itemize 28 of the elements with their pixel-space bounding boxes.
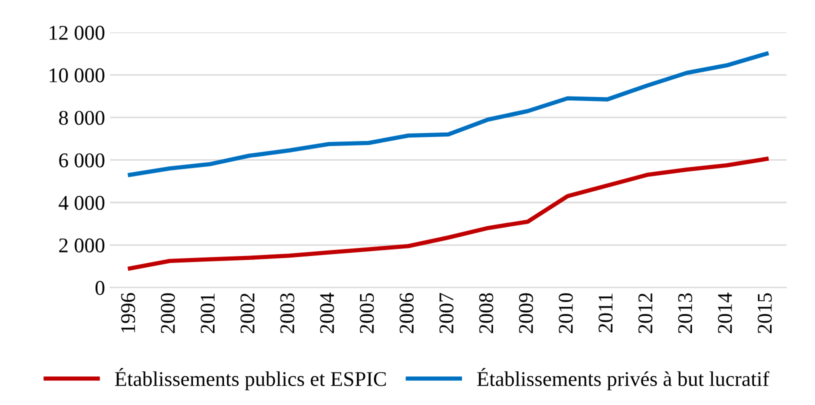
y-tick-label: 12 000 (50, 26, 104, 40)
y-tick-label: 4 000 (58, 196, 104, 210)
x-tick-label: 2003 (280, 293, 294, 334)
x-tick-label: 2011 (598, 294, 613, 332)
x-tick-label: 2001 (200, 294, 215, 334)
y-tick-label: 2 000 (59, 238, 104, 252)
x-tick-label: 2006 (400, 293, 414, 334)
x-tick-label: 2002 (240, 294, 255, 334)
legend-label: Établissements publics et ESPIC (115, 368, 386, 390)
y-tick-label: 6 000 (59, 153, 104, 168)
line-series (128, 52, 769, 177)
x-tick-label: 2015 (758, 293, 772, 334)
legend-label: Établissements privés à but lucratif (477, 368, 770, 390)
x-tick-label: 2000 (160, 293, 175, 334)
x-tick-label: 1996 (121, 293, 136, 332)
x-tick-label: 2013 (678, 293, 692, 334)
y-tick-label: 0 (96, 280, 104, 295)
x-tick-label: 2009 (518, 293, 534, 334)
x-tick-label: 2010 (558, 293, 573, 334)
y-tick-label: 10 000 (50, 68, 104, 82)
x-tick-label: 2004 (320, 292, 334, 334)
line-series (128, 156, 769, 270)
x-tick-label: 2014 (718, 292, 732, 334)
x-tick-label: 2012 (638, 294, 652, 334)
y-tick-label: 8 000 (59, 110, 104, 125)
x-tick-label: 2005 (360, 293, 374, 334)
x-tick-label: 2008 (479, 293, 494, 334)
x-tick-label: 2007 (439, 293, 454, 334)
